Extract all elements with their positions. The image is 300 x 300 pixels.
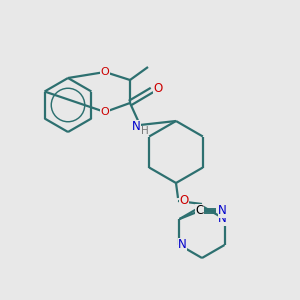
Text: O: O bbox=[179, 194, 189, 206]
Text: H: H bbox=[141, 126, 149, 136]
Text: O: O bbox=[100, 107, 109, 117]
Text: N: N bbox=[178, 238, 187, 251]
Text: C: C bbox=[195, 205, 204, 218]
Text: O: O bbox=[100, 67, 109, 77]
Text: N: N bbox=[218, 205, 227, 218]
Text: N: N bbox=[132, 121, 140, 134]
Text: O: O bbox=[153, 82, 163, 94]
Text: N: N bbox=[218, 212, 227, 226]
